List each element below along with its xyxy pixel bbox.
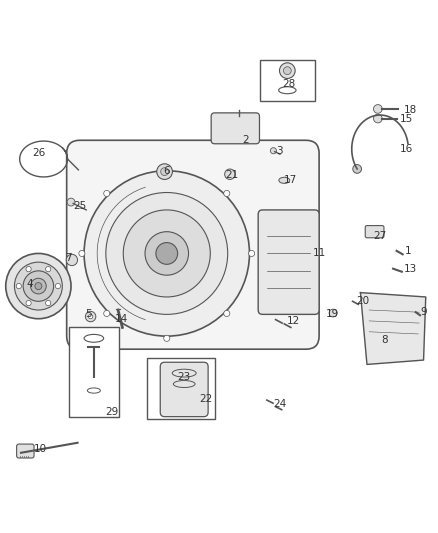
Text: 28: 28: [282, 79, 295, 88]
Circle shape: [164, 166, 170, 172]
Text: 15: 15: [399, 114, 413, 124]
Circle shape: [31, 278, 46, 294]
Text: 23: 23: [177, 373, 191, 383]
Circle shape: [46, 301, 51, 305]
Text: 13: 13: [404, 264, 417, 273]
Text: 11: 11: [312, 248, 326, 259]
Circle shape: [106, 192, 228, 314]
Circle shape: [35, 282, 42, 289]
Circle shape: [6, 254, 71, 319]
Text: 10: 10: [34, 445, 47, 454]
Circle shape: [353, 165, 361, 173]
Bar: [69, 327, 119, 417]
FancyBboxPatch shape: [17, 444, 34, 458]
Polygon shape: [360, 293, 426, 365]
Circle shape: [164, 335, 170, 341]
Circle shape: [123, 210, 210, 297]
FancyBboxPatch shape: [211, 113, 259, 144]
Circle shape: [55, 284, 60, 289]
Circle shape: [249, 251, 254, 256]
Circle shape: [279, 63, 295, 78]
Text: 18: 18: [404, 105, 417, 115]
Circle shape: [374, 114, 382, 123]
Text: 22: 22: [199, 394, 212, 404]
Text: 5: 5: [85, 309, 92, 319]
Circle shape: [88, 314, 93, 319]
Circle shape: [145, 232, 188, 275]
Text: 3: 3: [277, 146, 283, 156]
Text: 6: 6: [163, 166, 170, 176]
Text: 9: 9: [420, 307, 427, 317]
Circle shape: [26, 266, 31, 272]
FancyBboxPatch shape: [160, 362, 208, 417]
Circle shape: [156, 243, 178, 264]
Bar: [260, 60, 315, 101]
Text: 14: 14: [114, 314, 128, 324]
Circle shape: [85, 311, 96, 322]
Circle shape: [67, 198, 75, 206]
Circle shape: [161, 168, 169, 175]
Circle shape: [14, 262, 62, 310]
Text: 24: 24: [273, 399, 286, 409]
FancyBboxPatch shape: [365, 225, 384, 238]
Circle shape: [104, 190, 110, 197]
Circle shape: [66, 254, 78, 265]
Circle shape: [26, 301, 31, 305]
Text: 16: 16: [399, 144, 413, 154]
Text: 21: 21: [226, 170, 239, 180]
Text: 8: 8: [381, 335, 388, 345]
Circle shape: [283, 67, 291, 75]
Text: 17: 17: [284, 175, 297, 185]
Text: 1: 1: [405, 246, 412, 256]
FancyBboxPatch shape: [258, 210, 319, 314]
Ellipse shape: [279, 177, 290, 183]
Circle shape: [79, 251, 85, 256]
Text: 4: 4: [26, 279, 33, 289]
Circle shape: [104, 310, 110, 317]
Circle shape: [84, 171, 250, 336]
Circle shape: [225, 169, 235, 180]
Circle shape: [329, 309, 337, 317]
Text: 27: 27: [374, 231, 387, 241]
Text: 12: 12: [286, 316, 300, 326]
Text: 19: 19: [325, 309, 339, 319]
Text: 25: 25: [73, 200, 86, 211]
Circle shape: [374, 104, 382, 114]
Text: 7: 7: [66, 253, 72, 263]
FancyBboxPatch shape: [67, 140, 319, 349]
Circle shape: [157, 164, 173, 180]
Circle shape: [16, 284, 21, 289]
Circle shape: [270, 148, 276, 154]
Text: 26: 26: [32, 148, 45, 158]
Text: 2: 2: [242, 135, 248, 146]
Bar: [147, 358, 215, 419]
Circle shape: [224, 310, 230, 317]
Circle shape: [46, 266, 51, 272]
Circle shape: [224, 190, 230, 197]
Circle shape: [23, 271, 53, 301]
Text: 29: 29: [106, 407, 119, 417]
Text: 20: 20: [356, 296, 369, 306]
